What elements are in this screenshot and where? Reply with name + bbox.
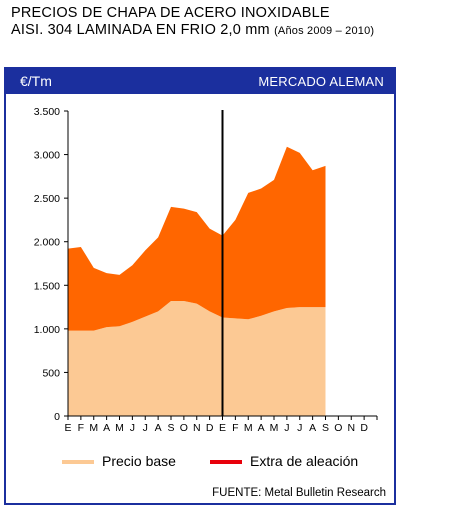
unit-label: €/Tm xyxy=(20,73,52,89)
x-tick-label: E xyxy=(219,422,226,434)
title-line-1: PRECIOS DE CHAPA DE ACERO INOXIDABLE xyxy=(11,5,330,21)
x-tick-label: A xyxy=(155,422,162,434)
chart-header: €/Tm MERCADO ALEMAN xyxy=(6,69,394,94)
title-years: (Años 2009 – 2010) xyxy=(274,25,375,37)
legend-swatch-alloy xyxy=(210,460,242,464)
x-tick-label: M xyxy=(115,422,124,434)
area-extra-aleacion xyxy=(68,146,326,331)
x-tick-label: A xyxy=(309,422,316,434)
y-tick-label: 1.500 xyxy=(34,280,60,292)
x-tick-label: N xyxy=(347,422,355,434)
x-tick-label: F xyxy=(232,422,238,434)
legend-swatch-base xyxy=(62,460,94,464)
y-tick-label: 1.000 xyxy=(34,324,60,336)
legend-label-alloy: Extra de aleación xyxy=(250,453,359,469)
x-tick-label: J xyxy=(297,422,302,434)
x-tick-label: A xyxy=(103,422,110,434)
x-tick-label: J xyxy=(143,422,148,434)
x-tick-label: J xyxy=(284,422,289,434)
y-tick-label: 2.000 xyxy=(34,237,60,249)
x-tick-label: E xyxy=(64,422,71,434)
x-tick-label: D xyxy=(206,422,214,434)
x-tick-label: M xyxy=(270,422,279,434)
x-tick-label: M xyxy=(244,422,253,434)
x-tick-label: O xyxy=(334,422,342,434)
x-tick-label: M xyxy=(89,422,98,434)
y-tick-label: 3.000 xyxy=(34,150,60,162)
x-tick-label: D xyxy=(360,422,368,434)
y-tick-label: 3.500 xyxy=(34,106,60,118)
area-precio-base xyxy=(68,300,326,416)
chart-frame: €/Tm MERCADO ALEMAN 0 500 1.000 1.500 2.000 2… xyxy=(4,67,396,505)
legend: Precio base Extra de aleación xyxy=(62,453,382,473)
x-tick-label: J xyxy=(130,422,135,434)
market-label: MERCADO ALEMAN xyxy=(258,74,384,89)
title-line-2: AISI. 304 LAMINADA EN FRIO 2,0 mm xyxy=(11,22,270,38)
source-note: FUENTE: Metal Bulletin Research xyxy=(212,487,386,499)
chart-title: PRECIOS DE CHAPA DE ACERO INOXIDABLE AIS… xyxy=(11,5,441,40)
x-tick-label: S xyxy=(167,422,174,434)
x-tick-label: O xyxy=(180,422,188,434)
x-tick-label: F xyxy=(78,422,84,434)
legend-label-base: Precio base xyxy=(102,453,176,469)
x-tick-label: N xyxy=(193,422,201,434)
y-tick-label: 0 xyxy=(54,411,60,423)
x-tick-label: A xyxy=(258,422,265,434)
y-tick-label: 500 xyxy=(42,367,60,379)
x-tick-label: S xyxy=(322,422,329,434)
y-tick-label: 2.500 xyxy=(34,193,60,205)
